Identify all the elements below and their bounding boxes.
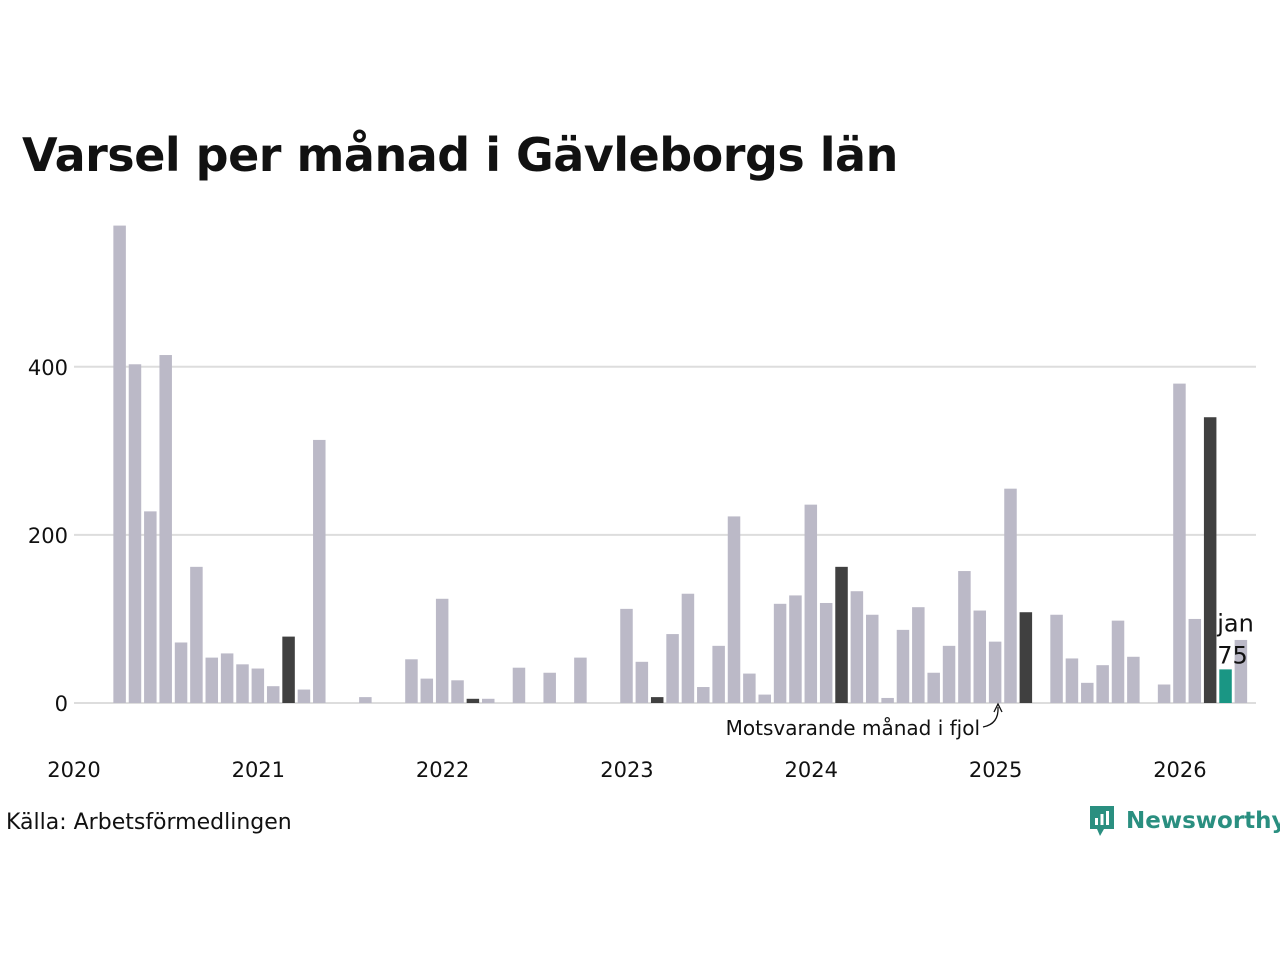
bar [205,657,219,703]
x-tick-label: 2021 [232,758,285,782]
y-axis-ticks: 0 200 400 [28,356,68,716]
bar-comparison [1019,612,1033,703]
bar [850,591,864,703]
bar-comparison [1203,417,1217,703]
bar [144,511,157,703]
bar [727,516,741,703]
bar [313,439,326,703]
bar [773,603,787,703]
brand[interactable]: Newsworthy [1088,804,1280,838]
bar [482,698,495,703]
bar [159,355,172,703]
bar [1111,620,1125,703]
x-tick-label: 2023 [600,758,653,782]
bar [113,225,126,703]
annotations: jan 75 Motsvarande månad i fjol [726,609,1254,740]
bars [113,225,1248,703]
bar [1050,614,1063,703]
bar [712,645,725,703]
bar [128,364,142,703]
bar [1065,658,1079,703]
bar-comparison [466,698,480,703]
x-tick-label: 2025 [969,758,1022,782]
y-tick-label: 400 [28,356,68,380]
bar [804,504,818,703]
x-tick-label: 2024 [785,758,838,782]
bar [359,697,372,703]
bar-current [1219,669,1232,703]
bar [266,686,280,703]
bar [1096,665,1109,703]
bar [1004,488,1017,703]
bar-comparison [282,636,295,703]
bar [512,667,526,703]
bar [697,687,710,703]
bar [251,668,265,703]
bar [297,689,311,703]
bar [743,673,756,703]
bar [174,642,188,703]
bar [866,614,879,703]
y-tick-label: 0 [55,692,68,716]
source-note: Källa: Arbetsförmedlingen [6,810,292,835]
bar [1234,639,1248,703]
annotation-arrow [982,706,999,728]
bar [973,610,987,703]
current-value-label: 75 [1217,641,1248,669]
x-tick-label: 2020 [47,758,100,782]
comparison-annotation: Motsvarande månad i fjol [726,716,980,740]
chart-title: Varsel per månad i Gävleborgs län [22,128,898,182]
bar [1127,656,1140,703]
bar [958,571,971,703]
bar [435,598,449,703]
newsworthy-logo-icon [1090,806,1114,836]
bar [1081,682,1094,703]
x-tick-label: 2026 [1153,758,1206,782]
bar [942,645,956,703]
bar [1157,684,1171,703]
x-axis-ticks: 2020 2021 2022 2023 2024 2025 2026 [47,758,1206,782]
bar [451,680,464,703]
bar [666,634,679,703]
annotation-arrowhead [993,702,1003,713]
bar [620,608,633,703]
x-tick-label: 2022 [416,758,469,782]
bar [190,566,203,703]
bar [988,641,1002,703]
y-tick-label: 200 [28,524,68,548]
brand-name: Newsworthy [1126,808,1280,834]
current-month-label: jan [1216,609,1254,637]
bar [819,602,833,703]
bar [236,664,249,703]
bar [927,672,940,703]
bar [1173,383,1186,703]
bar [681,593,695,703]
bar-comparison [650,697,664,703]
bar [758,694,771,703]
bar [635,661,649,703]
bar-comparison [835,566,848,703]
bar [543,672,556,703]
bar [912,607,925,703]
bar [896,629,910,703]
bar [405,659,418,703]
bar [420,678,434,703]
bar [789,595,802,703]
bar [574,657,587,703]
bar [1188,618,1202,703]
bar [220,653,234,703]
bar [881,697,894,703]
gridlines [74,365,1256,704]
